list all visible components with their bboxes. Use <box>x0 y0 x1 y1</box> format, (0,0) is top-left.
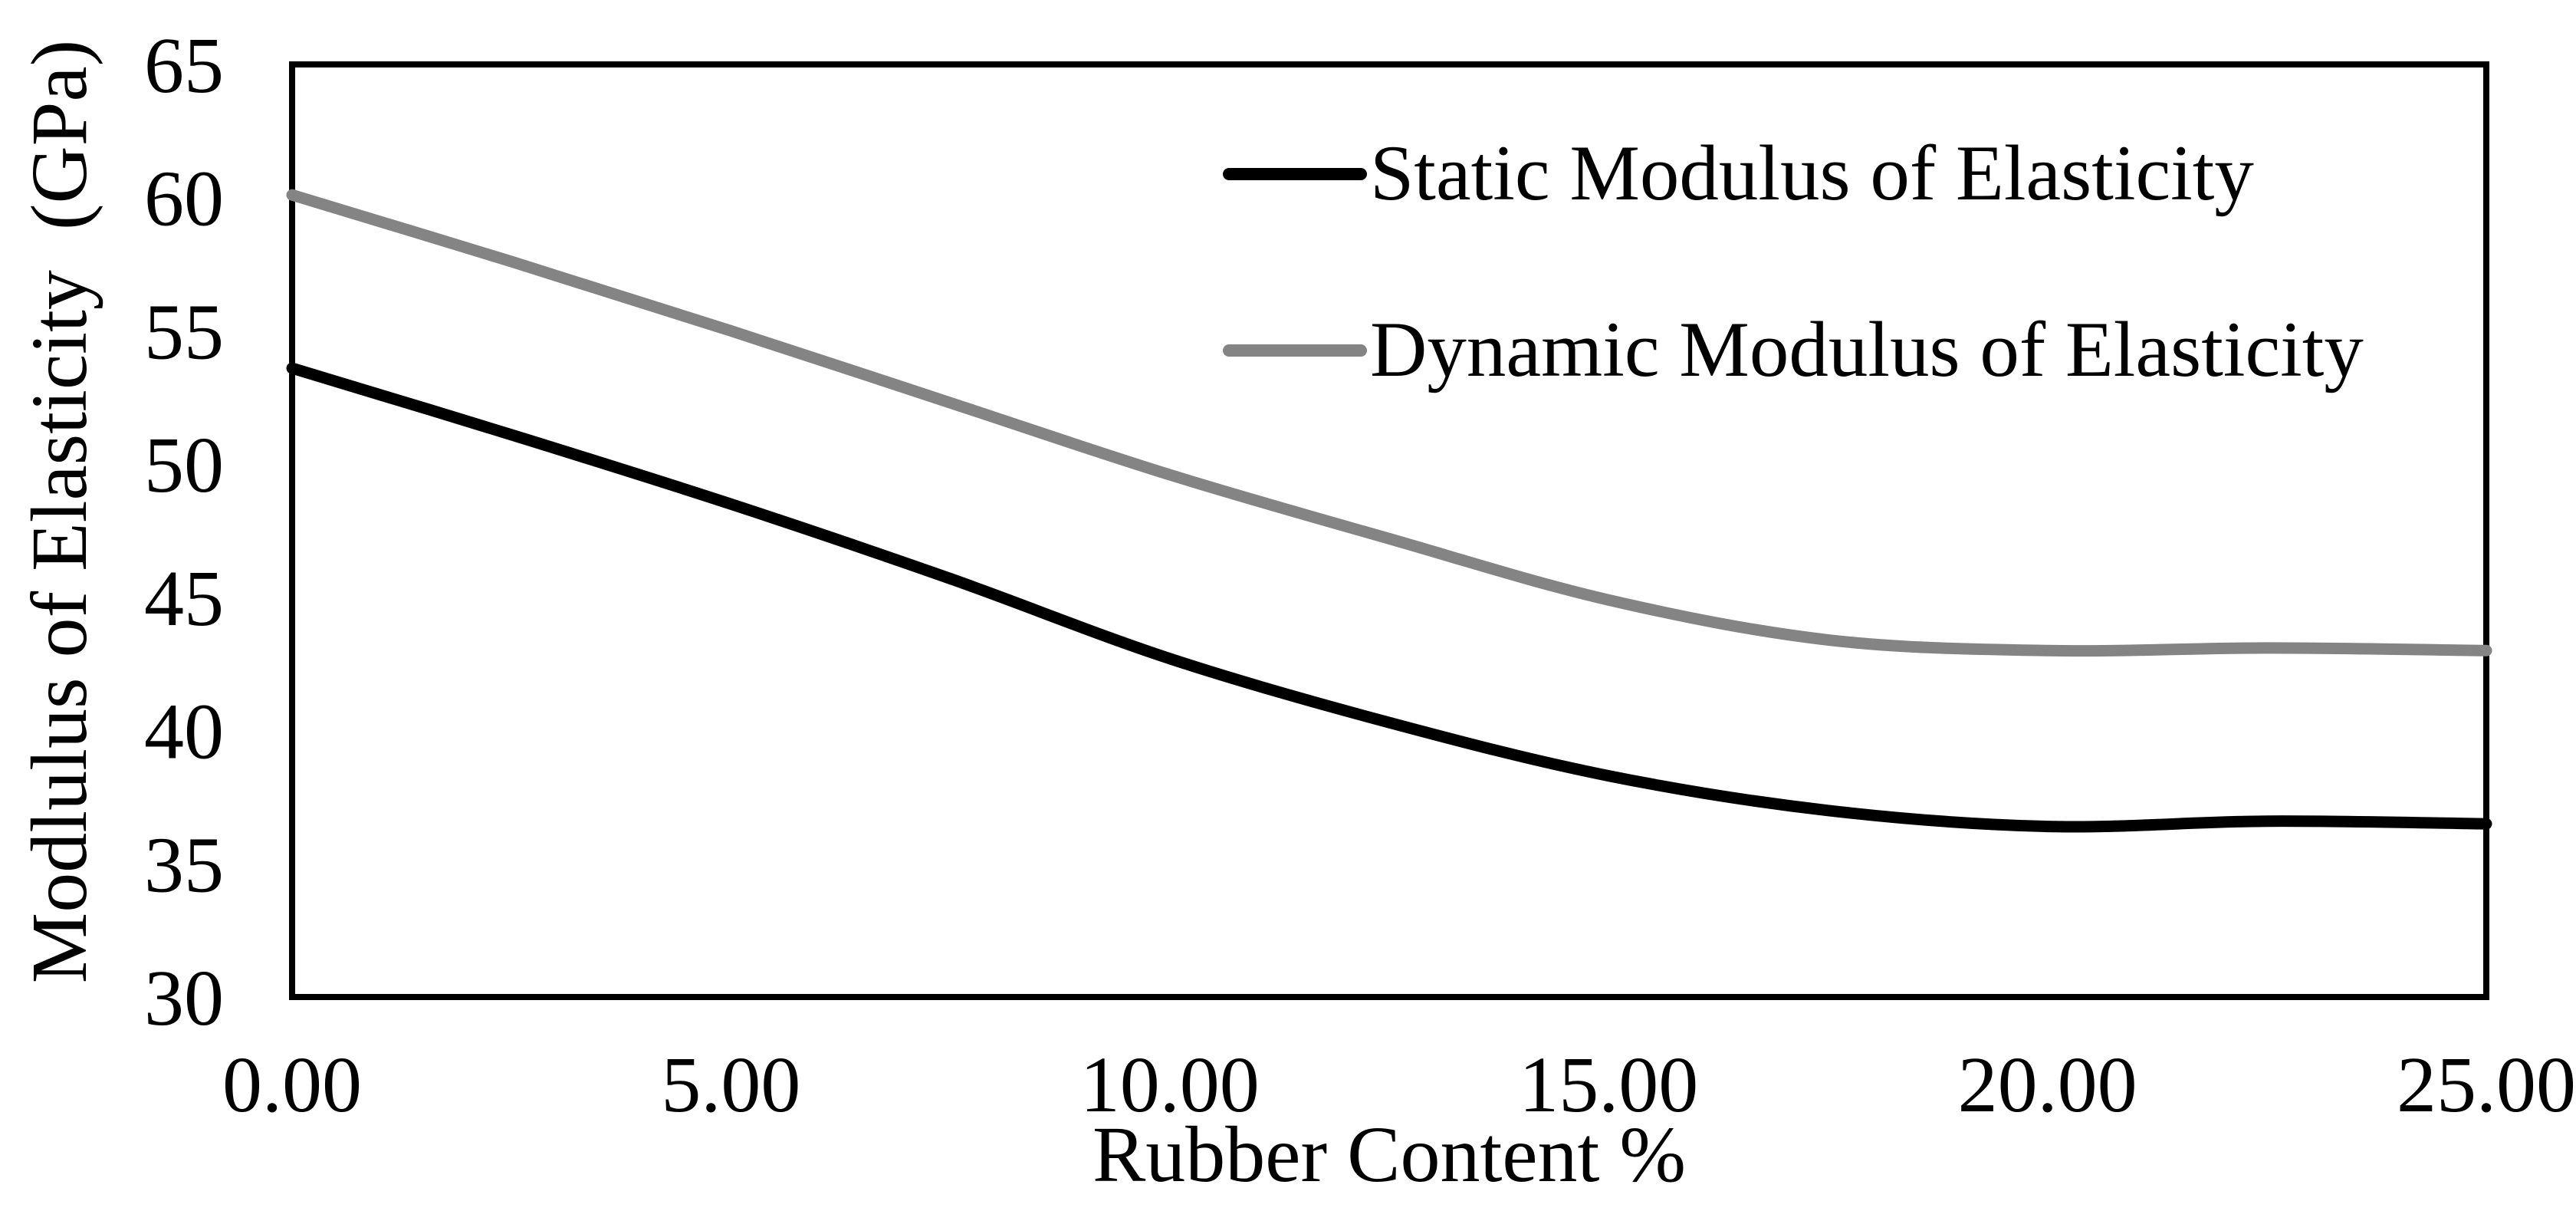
x-axis-tick-labels: 0.00 5.00 10.00 15.00 20.00 25.00 <box>222 1041 2576 1129</box>
x-axis-title: Rubber Content % <box>1092 1111 1686 1199</box>
x-tick-label: 20.00 <box>1958 1041 2137 1129</box>
x-tick-label: 15.00 <box>1519 1041 1698 1129</box>
static-series-legend-label: Static Modulus of Elasticity <box>1370 130 2254 217</box>
x-tick-label: 5.00 <box>661 1041 800 1129</box>
y-tick-label: 40 <box>144 688 224 776</box>
legend: Static Modulus of Elasticity Dynamic Mod… <box>1223 130 2364 393</box>
y-axis-title: Modlulus of Elasticity (GPa) <box>15 40 104 984</box>
static-modulus-series-line <box>286 362 2492 833</box>
dynamic-modulus-series-line <box>286 189 2492 657</box>
y-tick-label: 55 <box>144 288 224 376</box>
plot-area-border <box>289 61 2489 1000</box>
x-tick-label: 0.00 <box>222 1041 362 1129</box>
y-tick-label: 45 <box>144 554 224 643</box>
x-tick-label: 25.00 <box>2397 1041 2576 1129</box>
y-tick-label: 30 <box>144 954 224 1042</box>
y-tick-label: 60 <box>144 155 224 243</box>
y-tick-label: 50 <box>144 421 224 509</box>
y-tick-label: 35 <box>144 821 224 909</box>
y-axis-tick-labels: 30 35 40 45 50 55 60 65 <box>144 21 224 1042</box>
x-tick-label: 10.00 <box>1080 1041 1260 1129</box>
y-tick-label: 65 <box>144 21 224 110</box>
dynamic-series-legend-label: Dynamic Modulus of Elasticity <box>1370 306 2364 393</box>
